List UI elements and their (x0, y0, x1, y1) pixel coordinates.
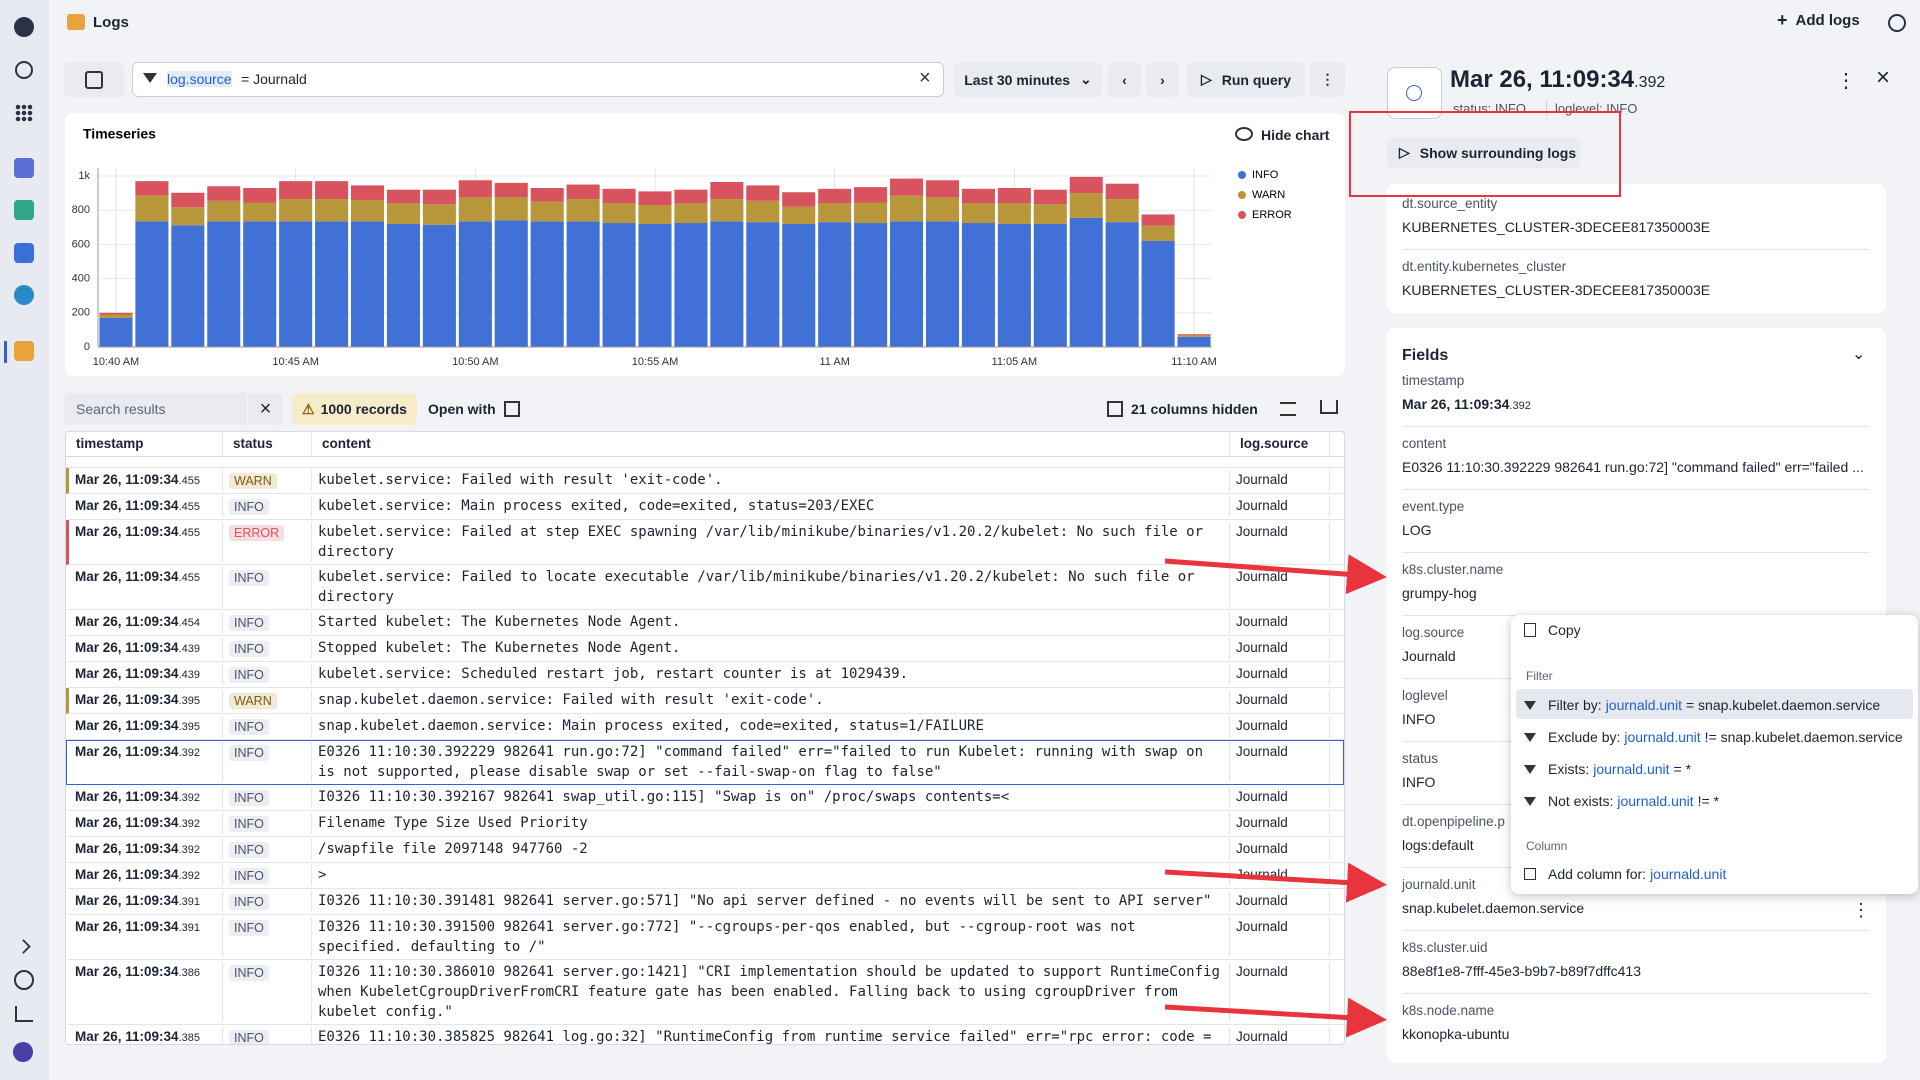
arrow (1165, 1007, 1372, 1019)
arrow (1165, 872, 1372, 884)
arrow (1165, 561, 1372, 576)
